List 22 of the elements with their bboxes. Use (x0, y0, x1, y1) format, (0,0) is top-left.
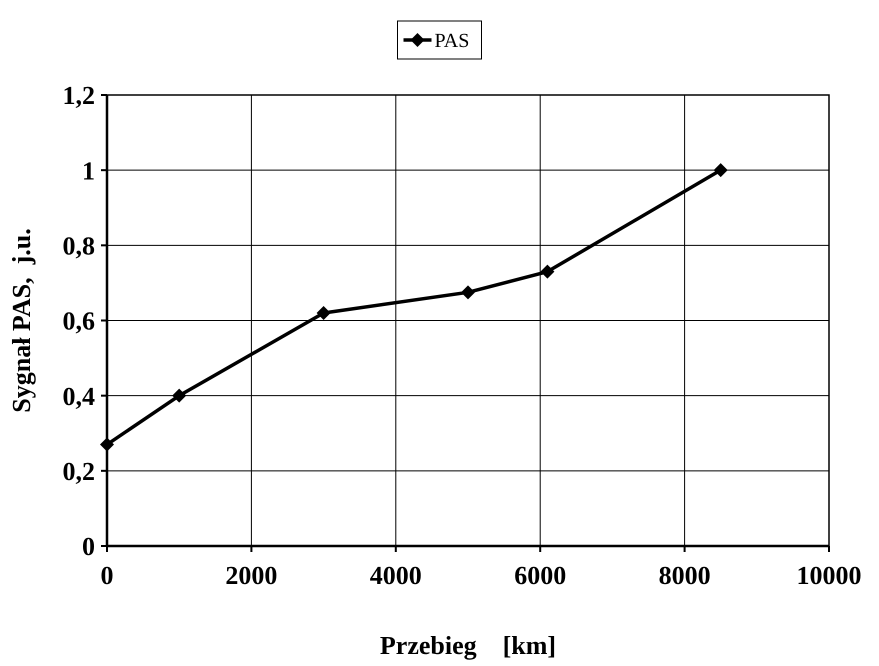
x-tick-label: 8000 (658, 561, 711, 590)
x-tick-label: 4000 (370, 561, 422, 590)
x-tick-label: 2000 (225, 561, 278, 590)
point (714, 163, 728, 178)
point (461, 285, 475, 300)
y-tick-label: 0,8 (62, 231, 95, 260)
y-tick-label: 0 (82, 532, 95, 562)
y-axis-title: Sygnał PAS, j.u. (7, 228, 36, 413)
legend-label: PAS (434, 30, 470, 52)
y-tick-label: 1 (82, 156, 95, 186)
x-tick-label: 10000 (796, 561, 862, 590)
y-tick-label: 0,2 (62, 456, 95, 486)
x-tick-label: 0 (100, 561, 114, 590)
point (172, 388, 186, 403)
y-tick-label: 0,4 (62, 382, 95, 411)
x-tick-label: 6000 (514, 561, 566, 590)
x-axis-title: Przebieg [km] (380, 631, 556, 660)
point (316, 306, 331, 320)
point (100, 438, 114, 452)
point (540, 264, 554, 279)
y-tick-label: 1,2 (62, 81, 95, 110)
y-tick-label: 0,6 (62, 306, 95, 336)
